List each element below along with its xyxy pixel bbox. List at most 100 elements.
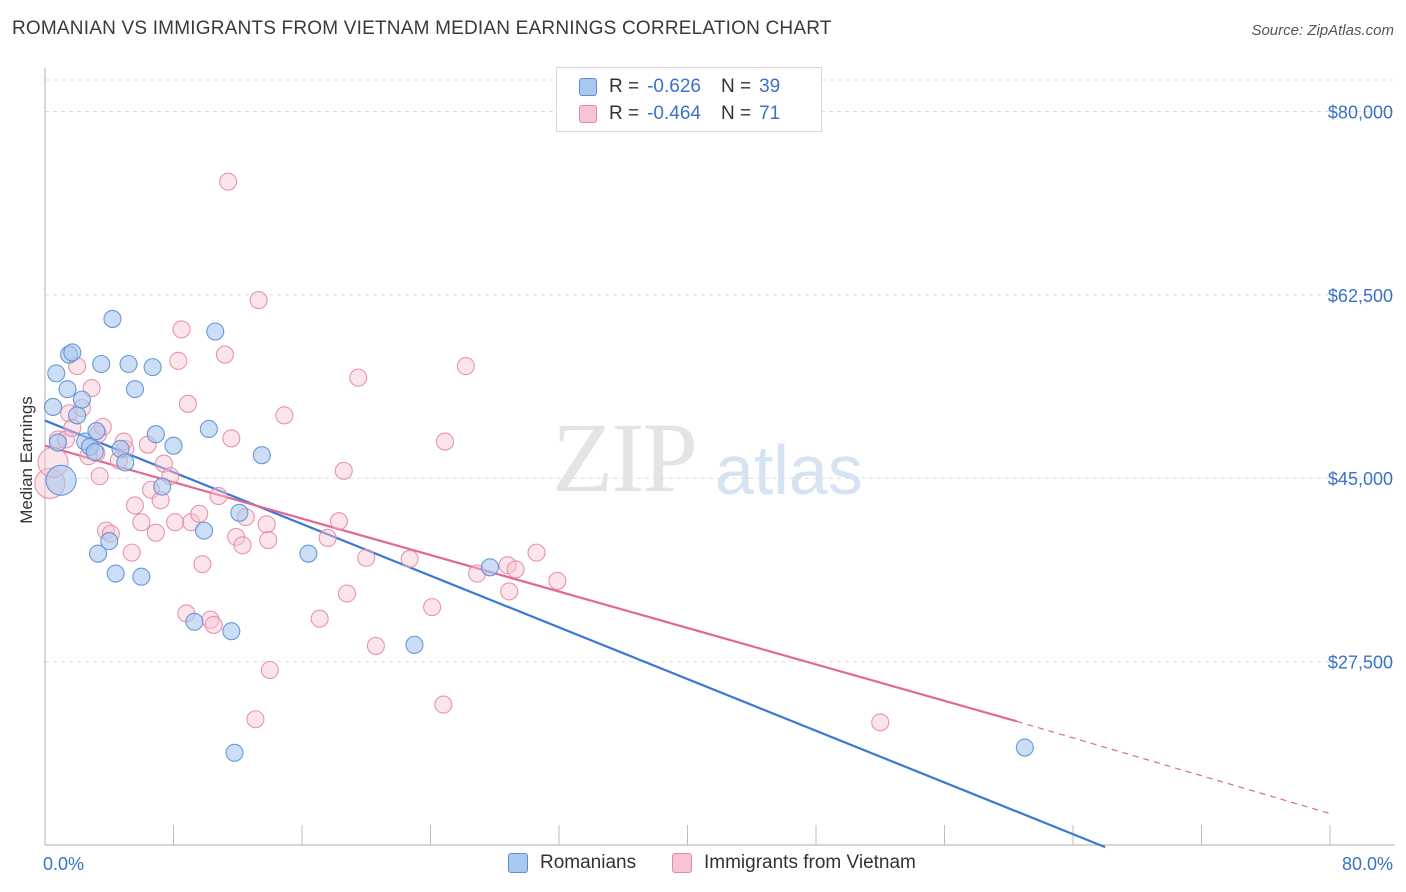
legend-swatch-vietnam [579,105,597,123]
y-tick-label: $80,000 [1328,102,1393,122]
data-point [68,406,87,425]
data-point [47,364,66,383]
data-point [132,513,151,532]
watermark-zip: ZIP [552,402,698,513]
legend-r-label: R = [609,103,640,124]
data-point [400,549,419,568]
data-point [143,358,162,377]
data-point [116,453,135,472]
y-tick-label: $27,500 [1328,653,1393,673]
data-point [166,513,185,532]
data-point [193,555,212,574]
data-point [43,397,63,417]
data-point [405,635,424,654]
data-point [85,442,104,462]
data-point [423,598,442,617]
data-point [146,425,165,444]
data-point [500,582,519,601]
data-point [209,486,228,506]
trend-line [44,444,1018,723]
data-point [219,172,238,191]
data-point [48,433,67,452]
trend-line-extension [1016,720,1331,815]
data-point [190,504,209,523]
data-point [349,368,368,387]
data-point [222,429,241,448]
data-point [122,543,141,562]
series-legend-romanians[interactable]: Romanians [508,852,636,874]
data-point [275,406,294,425]
data-point [92,354,111,374]
data-point [527,543,546,562]
data-point [249,291,268,310]
data-point [206,322,225,341]
grid-lines [45,79,1395,663]
data-point [357,548,376,567]
data-point [82,379,101,398]
data-point [366,636,385,655]
data-point [299,544,318,563]
trend-lines [44,419,1331,849]
trend-line [44,419,1106,849]
data-point [72,390,91,409]
series-legend-vietnam[interactable]: Immigrants from Vietnam [672,852,916,874]
data-point [90,467,109,486]
axes [44,68,1395,846]
legend-row-romanians: R = -0.626 N = 39 [579,74,780,100]
chart-title: ROMANIAN VS IMMIGRANTS FROM VIETNAM MEDI… [12,18,832,39]
legend-n-value: 39 [759,76,781,97]
series-swatch-vietnam [672,853,692,873]
data-point [58,380,77,399]
data-point [178,394,198,413]
tick-labels: $27,500 $45,000 $62,500 $80,000 0.0% 80.0% [43,102,1393,874]
data-point [106,564,125,583]
data-point [164,436,183,455]
data-point [222,622,241,641]
legend-r-value: -0.464 [647,103,701,124]
watermark-atlas: atlas [715,431,863,509]
legend-n-label: N = [720,76,752,97]
data-point [63,343,82,362]
data-point [548,571,567,590]
data-point [199,419,218,439]
data-point [194,521,214,540]
data-point [480,558,499,577]
correlation-legend: R = -0.626 N = 39 R = -0.464 N = 71 [556,67,822,132]
data-point [310,609,329,628]
data-point [498,556,517,575]
data-point [172,320,191,339]
data-point [132,567,151,586]
data-points [34,172,1034,762]
data-point [185,612,204,631]
data-point [100,532,119,551]
data-point [456,357,475,376]
y-tick-label: $45,000 [1328,469,1393,489]
series-label-vietnam: Immigrants from Vietnam [704,852,916,873]
data-point [871,713,890,732]
data-point [45,464,77,496]
data-point [246,710,265,729]
legend-r-value: -0.626 [647,76,701,97]
x-tick-label: 0.0% [43,854,84,874]
data-point [260,660,279,680]
data-point [329,512,348,531]
legend-n-label: N = [720,103,752,124]
y-tick-label: $62,500 [1328,286,1393,306]
data-point [337,584,357,603]
data-point [215,345,234,364]
legend-row-vietnam: R = -0.464 N = 71 [579,101,780,127]
data-point [506,560,525,579]
data-point [146,523,165,542]
data-point [125,496,144,515]
data-point [119,354,138,374]
series-legend: Romanians Immigrants from Vietnam [0,852,1406,876]
data-point [204,615,223,634]
data-point [233,536,252,555]
series-label-romanians: Romanians [540,852,637,873]
data-point [169,351,188,370]
legend-r-label: R = [609,76,640,97]
data-point [225,743,244,762]
data-point [252,446,271,465]
data-point [125,380,144,399]
